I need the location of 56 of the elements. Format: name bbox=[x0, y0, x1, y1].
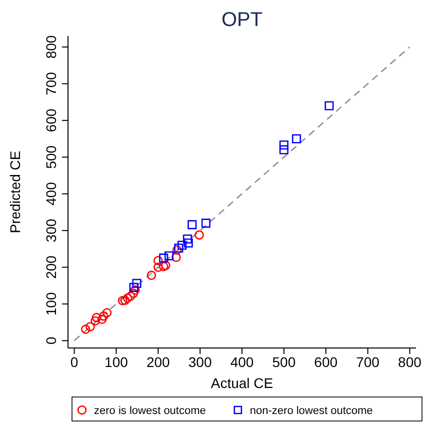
point bbox=[279, 140, 288, 150]
y-tick-label: 0 bbox=[43, 336, 59, 345]
point bbox=[97, 314, 107, 324]
point bbox=[182, 234, 192, 244]
x-tick-label: 700 bbox=[356, 354, 380, 370]
y-axis-title: Predicted CE bbox=[7, 150, 23, 234]
point bbox=[132, 278, 142, 288]
x-tick-label: 400 bbox=[230, 354, 254, 370]
point bbox=[158, 262, 168, 272]
x-tick-label: 200 bbox=[146, 354, 170, 370]
point bbox=[292, 134, 302, 144]
point bbox=[184, 238, 193, 248]
legend-label: non-zero lowest outcome bbox=[250, 405, 373, 417]
point bbox=[90, 316, 100, 326]
point bbox=[80, 324, 90, 334]
x-tick-label: 500 bbox=[272, 354, 296, 370]
x-tick-label: 800 bbox=[398, 354, 422, 370]
point bbox=[161, 260, 170, 270]
y-tick-label: 100 bbox=[43, 292, 59, 316]
y-tick-label: 500 bbox=[43, 145, 59, 169]
point bbox=[164, 251, 174, 260]
point bbox=[128, 288, 138, 298]
y-tick-label: 700 bbox=[43, 72, 59, 96]
y-tick-label: 600 bbox=[43, 108, 59, 132]
point bbox=[194, 230, 204, 240]
point bbox=[118, 296, 128, 306]
y-tick-label: 400 bbox=[43, 182, 59, 206]
point bbox=[201, 218, 210, 228]
point bbox=[126, 292, 136, 301]
point bbox=[130, 285, 140, 295]
point bbox=[120, 296, 130, 305]
x-tick-label: 0 bbox=[70, 354, 78, 370]
point bbox=[188, 220, 197, 230]
point bbox=[154, 256, 163, 266]
point bbox=[102, 308, 112, 318]
chart-title: OPT bbox=[221, 9, 263, 31]
point bbox=[99, 311, 108, 321]
point bbox=[146, 270, 156, 280]
y-tick-label: 200 bbox=[43, 255, 59, 279]
point bbox=[324, 101, 334, 110]
point bbox=[172, 252, 181, 262]
point bbox=[154, 262, 163, 272]
point bbox=[92, 312, 102, 322]
x-tick-label: 600 bbox=[314, 354, 338, 370]
x-tick-label: 100 bbox=[104, 354, 128, 370]
point bbox=[279, 145, 288, 154]
point bbox=[159, 254, 168, 263]
y-tick-label: 300 bbox=[43, 218, 59, 242]
point bbox=[122, 293, 132, 303]
x-axis-title: Actual CE bbox=[210, 375, 274, 391]
y-tick-label: 800 bbox=[43, 35, 59, 59]
point bbox=[86, 322, 95, 332]
point bbox=[178, 240, 187, 250]
point bbox=[129, 282, 138, 292]
x-tick-label: 300 bbox=[188, 354, 212, 370]
legend-label: zero is lowest outcome bbox=[94, 405, 206, 417]
